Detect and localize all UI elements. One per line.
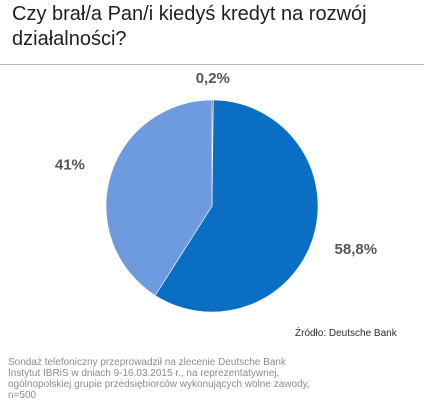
slice-data-label: 0,2% — [196, 70, 230, 87]
title-divider — [0, 64, 424, 65]
chart-title: Czy brał/a Pan/i kiedyś kredyt na rozwój… — [12, 3, 367, 50]
slice-data-label: 41% — [55, 157, 85, 174]
pie-labels: 0,2% 58,8% 41% — [55, 70, 377, 258]
pie-slice — [154, 99, 319, 313]
slice-data-label: 58,8% — [335, 241, 378, 258]
pie-slices — [105, 99, 319, 313]
pie-chart: 0,2% 58,8% 41% — [55, 70, 377, 313]
pie-slice — [105, 99, 213, 296]
source-note: Źródło: Deutsche Bank — [295, 328, 397, 339]
methodology-note: Sondaż telefoniczny przeprowadził na zle… — [8, 357, 310, 401]
